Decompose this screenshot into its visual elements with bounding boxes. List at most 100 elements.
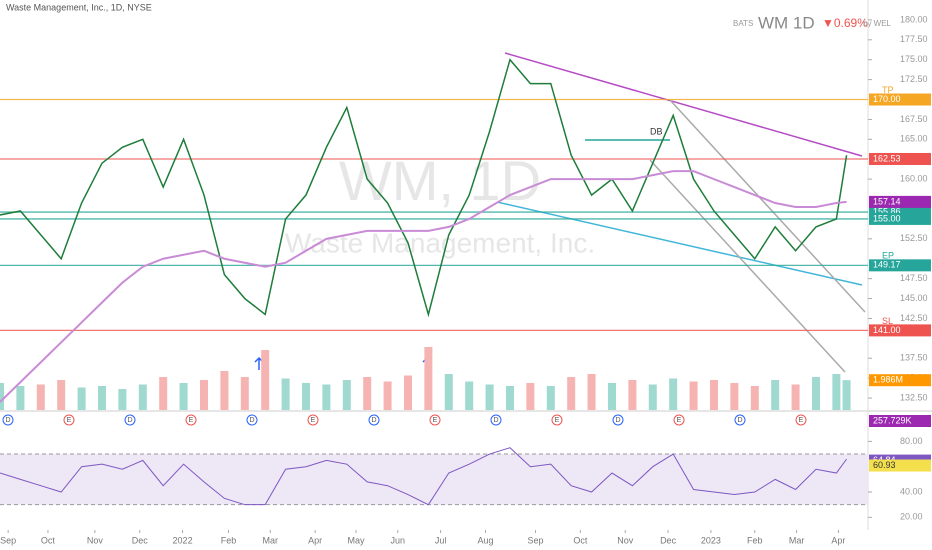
rsi-badge-label: 60.93 [873, 460, 896, 470]
event-label: D [127, 417, 132, 424]
volume-bar [220, 371, 229, 410]
volume-bar [159, 377, 168, 410]
rsi-badge [869, 459, 931, 472]
volume-badge-label: 257.729K [873, 415, 912, 425]
x-tick-label: Sep [0, 535, 16, 545]
ma-badge [869, 195, 931, 208]
watermark-name: Waste Management, Inc. [285, 227, 595, 258]
event-icon [673, 414, 685, 426]
x-tick-label: Oct [573, 535, 588, 545]
change: ▼0.69% [822, 16, 868, 30]
x-tick-label: Nov [87, 535, 104, 545]
y-tick-label: 167.50 [900, 114, 928, 124]
volume-bar [485, 384, 494, 410]
volume-bar [669, 378, 678, 410]
event-icon [124, 414, 136, 426]
event-label: D [615, 417, 620, 424]
volume-bar [811, 377, 820, 410]
level-tag: EP [882, 251, 894, 261]
trendlines [254, 52, 866, 373]
event-icon [246, 414, 258, 426]
y-tick-label: 152.50 [900, 233, 928, 243]
x-tick-label: Mar [789, 535, 805, 545]
event-label: E [433, 417, 438, 424]
level-badge [869, 212, 931, 225]
volume-bar [383, 381, 392, 410]
volume-bar [505, 386, 514, 410]
symbol-line: Waste Management, Inc., 1D, NYSE [6, 2, 152, 12]
volume-bar [240, 377, 249, 410]
volume-bar [628, 380, 637, 410]
level-badge-label: 149.17 [873, 260, 901, 270]
volume-bar [526, 383, 535, 410]
y-tick-label: 147.50 [900, 273, 928, 283]
x-tick-label: Aug [478, 535, 494, 545]
x-tick-label: 2022 [173, 535, 193, 545]
price-line [0, 170, 847, 403]
volume-bar [444, 374, 453, 410]
level-badge [869, 324, 931, 337]
volume-bar [567, 377, 576, 410]
arrows [254, 356, 432, 370]
volume-bar [403, 375, 412, 410]
event-icon [429, 414, 441, 426]
event-label: E [677, 417, 682, 424]
watermark: WM, 1D [339, 149, 541, 212]
author: by WEL [863, 19, 892, 28]
event-icon [307, 414, 319, 426]
level-badge [869, 259, 931, 272]
level-badge-label: 155.86 [873, 206, 901, 216]
event-icon [63, 414, 75, 426]
volume-bar [587, 374, 596, 410]
x-tick-label: Feb [747, 535, 763, 545]
level-badge [869, 93, 931, 106]
volume-bar [118, 389, 127, 410]
volume-bar [607, 383, 616, 410]
trendline [504, 52, 863, 157]
y-tick-label: 175.00 [900, 54, 928, 64]
rsi-tick-label: 20.00 [900, 512, 923, 522]
event-icon [368, 414, 380, 426]
volume-badge [869, 374, 931, 387]
volume-bar [77, 387, 86, 410]
level-badge-label: 170.00 [873, 94, 901, 104]
event-icon [612, 414, 624, 426]
x-tick-label: Dec [660, 535, 677, 545]
exchange: BATS [733, 19, 753, 28]
x-tick-label: Sep [527, 535, 543, 545]
y-tick-label: 137.50 [900, 353, 928, 363]
volume-bar [730, 383, 739, 410]
volume-badge [869, 415, 931, 427]
x-tick-label: Jun [391, 535, 406, 545]
volume-bar [709, 380, 718, 410]
x-tick-label: Dec [132, 535, 149, 545]
event-label: D [5, 417, 10, 424]
event-label: E [189, 417, 194, 424]
event-icon [551, 414, 563, 426]
level-tag: TP [882, 85, 894, 95]
y-tick-label: 132.50 [900, 392, 928, 402]
volume-bar [57, 380, 66, 410]
x-tick-label: Apr [831, 535, 845, 545]
annotation: DB [650, 126, 663, 136]
level-badge-label: 141.00 [873, 325, 901, 335]
level-tag: SL [882, 316, 893, 326]
x-tick-label: Nov [617, 535, 634, 545]
y-tick-label: 142.50 [900, 313, 928, 323]
y-tick-label: 160.00 [900, 174, 928, 184]
y-tick-label: 165.00 [900, 134, 928, 144]
event-label: D [737, 417, 742, 424]
trendline [496, 201, 863, 286]
ticker: WM 1D [758, 13, 815, 32]
y-tick-label: 177.50 [900, 34, 928, 44]
event-icon [185, 414, 197, 426]
volume-bar [689, 381, 698, 410]
rsi-band [0, 454, 868, 505]
channel [669, 99, 866, 313]
y-tick-label: 145.00 [900, 293, 928, 303]
rsi-tick-label: 80.00 [900, 436, 923, 446]
volume-bar [179, 383, 188, 410]
volume-bar [791, 384, 800, 410]
volume-bar [261, 350, 270, 410]
